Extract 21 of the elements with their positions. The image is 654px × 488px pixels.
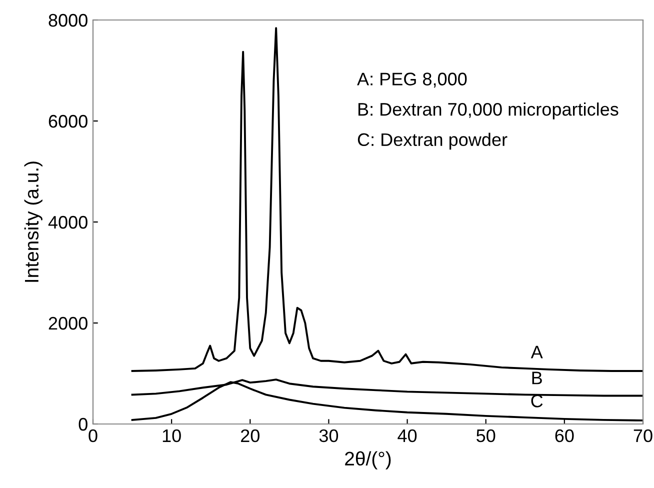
annotation: C: Dextran powder	[358, 132, 508, 150]
annotation: A: PEG 8,000	[357, 72, 467, 88]
x-tick-label: 70	[634, 429, 652, 442]
x-tick-label: 60	[555, 429, 574, 442]
y-tick-label: 2000	[48, 316, 88, 330]
x-tick-label: 40	[398, 429, 417, 442]
x-tick-label: 10	[162, 429, 181, 442]
annotation: B: Dextran 70,000 microparticles	[358, 102, 618, 120]
y-tick-label: 4000	[48, 216, 88, 229]
x-tick-label: 50	[476, 429, 496, 442]
x-tick-label: 20	[241, 429, 260, 442]
y-tick-label: 6000	[48, 114, 88, 128]
annotation: A	[530, 346, 543, 358]
y-axis-title: Intensity (a.u.)	[24, 162, 42, 282]
line-series	[131, 27, 643, 372]
annotation: B	[532, 372, 542, 384]
x-tick-label: 0	[88, 429, 98, 442]
x-tick-label: 30	[319, 429, 338, 442]
y-tick-label: 0	[78, 418, 88, 431]
x-axis-title: 2θ/(°)	[345, 451, 391, 470]
y-tick-label: 8000	[48, 14, 88, 27]
